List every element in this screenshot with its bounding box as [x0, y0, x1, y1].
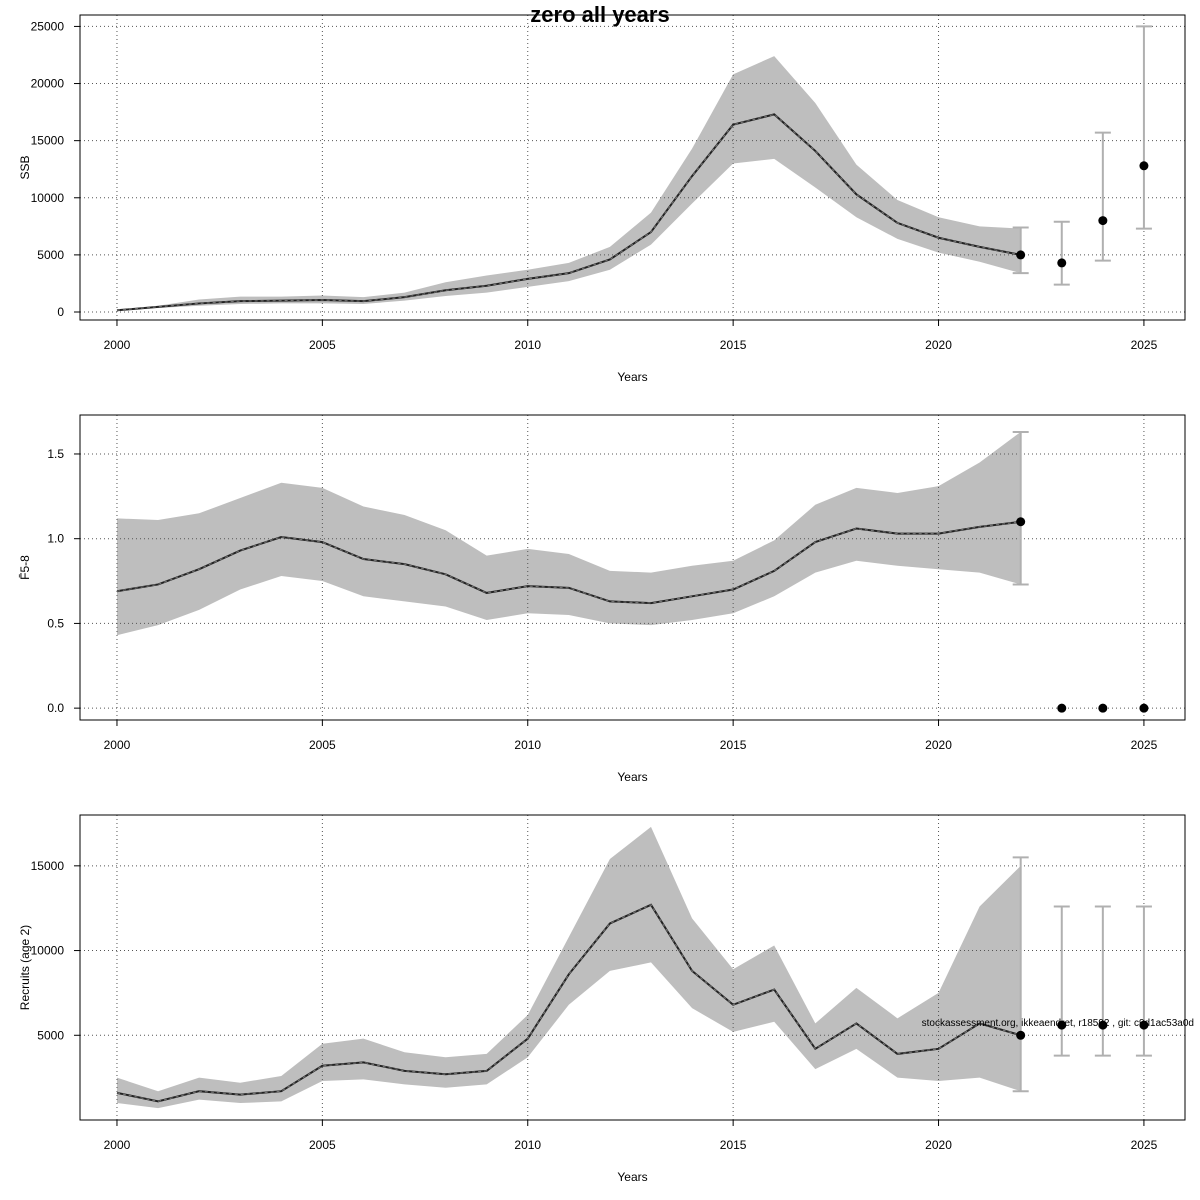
y-tick-label: 0	[57, 305, 64, 319]
plot-frame	[79, 414, 1186, 721]
estimate-line	[116, 520, 1021, 605]
chart-panel-2: 2000 2005 2010 2015 2020 2025 0.0 0.5 1.0 1.5 Year…	[18, 414, 1186, 784]
forecast-point	[1057, 703, 1067, 713]
forecast-point	[1016, 250, 1026, 260]
forecast-point	[1139, 703, 1149, 713]
forecast-point	[1016, 1030, 1026, 1040]
x-tick-label: 2005	[309, 1138, 336, 1152]
forecast-point	[1139, 1020, 1149, 1030]
y-tick-label: 15000	[31, 134, 65, 148]
y-axis-label: F̄5-8	[18, 555, 32, 580]
forecast-point	[1139, 161, 1149, 171]
x-tick-label: 2000	[104, 1138, 131, 1152]
y-tick-label: 15000	[31, 859, 65, 873]
confidence-band	[116, 826, 1021, 1109]
y-tick-label: 10000	[31, 191, 65, 205]
y-tick-label: 0.5	[47, 616, 64, 630]
y-tick-label: 5000	[37, 248, 64, 262]
y-tick-label: 20000	[31, 77, 65, 91]
chart-panel-1: 2000 2005 2010 2015 2020 2025 0 5000 10000 15000 2…	[18, 14, 1186, 384]
forecast-point	[1098, 1020, 1108, 1030]
x-tick-label: 2025	[1131, 1138, 1158, 1152]
y-tick-label: 25000	[31, 19, 65, 33]
plot-frame	[79, 814, 1186, 1121]
y-tick-label: 1.5	[47, 447, 64, 461]
chart-panel-3: 2000 2005 2010 2015 2020 2025 5000 10000 15000 Ye…	[18, 814, 1186, 1184]
x-axis-label: Years	[617, 770, 647, 784]
x-tick-label: 2005	[309, 338, 336, 352]
x-axis-label: Years	[617, 1170, 647, 1184]
x-tick-label: 2000	[104, 338, 131, 352]
x-tick-label: 2005	[309, 738, 336, 752]
x-tick-label: 2010	[514, 338, 541, 352]
y-tick-label: 0.0	[47, 701, 64, 715]
footnote-text: stockassessment.org, ikkeaendret, r18592…	[922, 1018, 1194, 1029]
forecast-point	[1098, 703, 1108, 713]
estimate-line-dashed	[116, 113, 1021, 311]
x-tick-label: 2020	[925, 738, 952, 752]
y-tick-label: 10000	[31, 944, 65, 958]
x-tick-label: 2010	[514, 1138, 541, 1152]
y-axis-label: Recruits (age 2)	[18, 925, 32, 1010]
y-axis-label: SSB	[18, 155, 32, 179]
x-tick-label: 2020	[925, 1138, 952, 1152]
x-tick-label: 2020	[925, 338, 952, 352]
x-tick-label: 2010	[514, 738, 541, 752]
estimate-line-dashed	[116, 904, 1021, 1102]
plot-frame	[79, 14, 1186, 321]
y-tick-label: 5000	[37, 1028, 64, 1042]
confidence-band	[116, 56, 1021, 311]
x-tick-label: 2025	[1131, 338, 1158, 352]
y-tick-label: 1.0	[47, 532, 64, 546]
x-tick-label: 2015	[720, 338, 747, 352]
x-tick-label: 2015	[720, 1138, 747, 1152]
forecast-point	[1057, 1020, 1067, 1030]
forecast-point	[1016, 517, 1026, 527]
x-tick-label: 2015	[720, 738, 747, 752]
forecast-point	[1057, 258, 1067, 268]
x-tick-label: 2025	[1131, 738, 1158, 752]
confidence-band	[116, 431, 1021, 636]
forecast-point	[1098, 216, 1108, 226]
x-tick-label: 2000	[104, 738, 131, 752]
x-axis-label: Years	[617, 370, 647, 384]
